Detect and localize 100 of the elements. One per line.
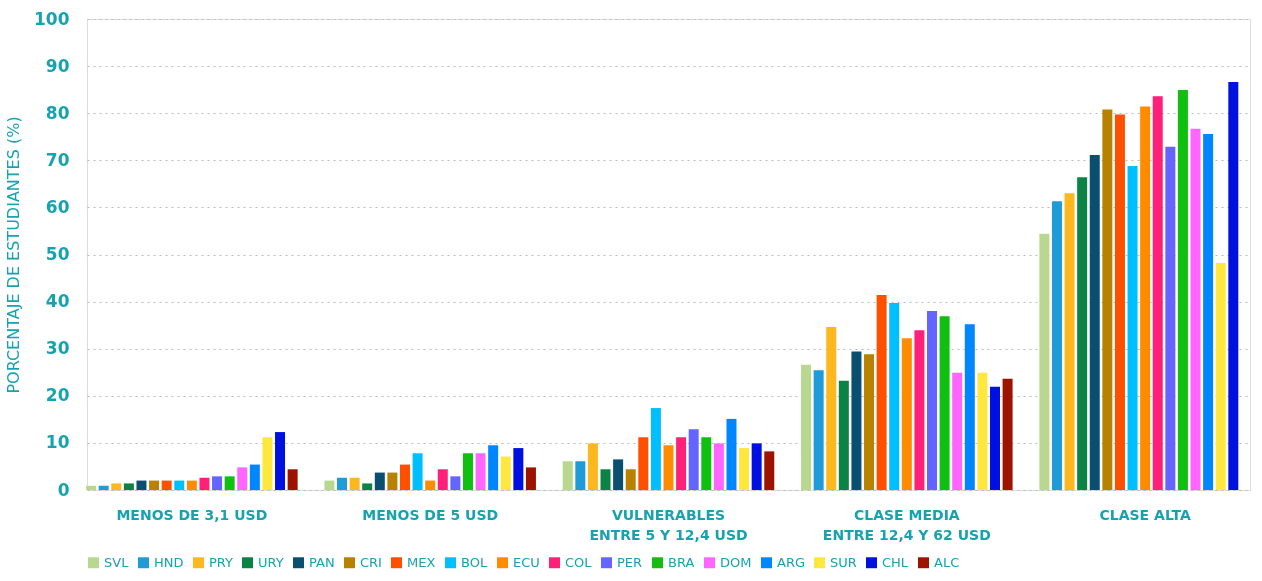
bar — [600, 469, 611, 490]
bar — [399, 464, 410, 490]
legend-label: URY — [258, 554, 284, 570]
bar — [713, 443, 724, 490]
bar — [587, 443, 598, 490]
bar — [1077, 177, 1088, 490]
legend-label: PER — [617, 554, 643, 570]
bar — [939, 316, 950, 490]
bar — [513, 448, 524, 490]
y-tick-label: 30 — [45, 338, 70, 359]
y-tick-label: 60 — [45, 196, 70, 217]
bar — [149, 480, 160, 490]
legend-label: SUR — [830, 554, 857, 570]
bar — [676, 437, 687, 490]
y-tick-label: 50 — [45, 244, 70, 264]
bar — [838, 380, 849, 490]
bar — [575, 461, 586, 490]
bar — [864, 354, 875, 490]
bar — [437, 469, 448, 490]
bar — [989, 386, 1000, 490]
bar — [1064, 193, 1075, 490]
x-tick-label: MENOS DE 3,1 USD — [116, 506, 268, 523]
bar — [613, 459, 624, 490]
y-axis-title: PORCENTAJE DE ESTUDIANTES (%) — [4, 116, 24, 394]
bar — [1228, 82, 1239, 490]
bar — [111, 483, 122, 490]
bar — [475, 453, 486, 490]
bar — [287, 469, 298, 490]
bar — [876, 295, 887, 490]
y-tick-label: 90 — [45, 55, 70, 76]
x-tick-label: CLASE ALTA — [1099, 506, 1191, 523]
bar — [1051, 201, 1062, 490]
bar — [199, 477, 210, 490]
legend-label: ARG — [777, 554, 805, 570]
bar — [562, 461, 573, 490]
bar — [349, 477, 360, 490]
bar — [952, 372, 963, 490]
y-tick-label: 70 — [45, 149, 70, 170]
bar — [425, 480, 436, 490]
x-tick-label: CLASE MEDIA ENTRE 12,4 Y 62 USD — [822, 506, 991, 543]
bar — [161, 480, 172, 490]
bar — [851, 351, 862, 490]
bar — [701, 437, 712, 490]
bar — [889, 303, 900, 490]
bar — [500, 456, 511, 490]
legend-label: BOL — [461, 554, 488, 570]
bar — [688, 429, 699, 490]
legend-label: BRA — [668, 554, 695, 570]
bar — [638, 437, 649, 490]
bar — [224, 476, 235, 490]
bar — [262, 437, 273, 490]
bar — [1002, 378, 1013, 490]
y-tick-label: 100 — [34, 8, 70, 29]
x-tick-label: MENOS DE 5 USD — [362, 506, 499, 523]
legend-label: CHL — [882, 554, 909, 570]
y-tick-label: 10 — [45, 432, 70, 453]
bar — [1140, 106, 1151, 490]
bar — [826, 327, 837, 490]
bar — [387, 472, 398, 490]
bar — [275, 432, 286, 490]
bar — [450, 476, 461, 490]
bar — [739, 448, 750, 490]
legend-label: PAN — [309, 554, 335, 570]
bar — [249, 464, 260, 490]
legend-label: HND — [154, 554, 184, 570]
bar — [1165, 146, 1176, 490]
bar — [964, 324, 975, 490]
bar — [212, 476, 223, 490]
bar — [462, 453, 473, 490]
bar — [136, 480, 147, 490]
bar — [98, 485, 109, 490]
bar — [237, 467, 248, 490]
bar — [801, 364, 812, 490]
bar — [488, 445, 499, 490]
legend-label: MEX — [407, 554, 436, 570]
bar — [1215, 262, 1226, 490]
legend-label: SVL — [104, 554, 130, 570]
bar — [625, 469, 636, 490]
bar — [324, 480, 335, 490]
y-tick-label: 0 — [57, 479, 70, 500]
bar — [1152, 96, 1163, 490]
bar — [1177, 90, 1188, 490]
bar — [650, 408, 661, 490]
legend-label: ALC — [934, 554, 960, 570]
bar — [901, 338, 912, 490]
bar — [914, 330, 925, 490]
y-tick-label: 40 — [45, 291, 70, 312]
bar — [123, 483, 134, 490]
bar — [186, 480, 197, 490]
bar — [1190, 128, 1201, 490]
bar — [362, 483, 373, 490]
y-tick-label: 20 — [45, 385, 70, 406]
bar — [764, 451, 775, 490]
bar — [525, 467, 536, 490]
legend-label: COL — [565, 554, 593, 570]
bar — [337, 477, 348, 490]
bar — [1089, 155, 1100, 490]
x-tick-label: VULNERABLES ENTRE 5 Y 12,4 USD — [589, 506, 748, 543]
bar — [412, 453, 423, 490]
bar — [1039, 233, 1050, 490]
